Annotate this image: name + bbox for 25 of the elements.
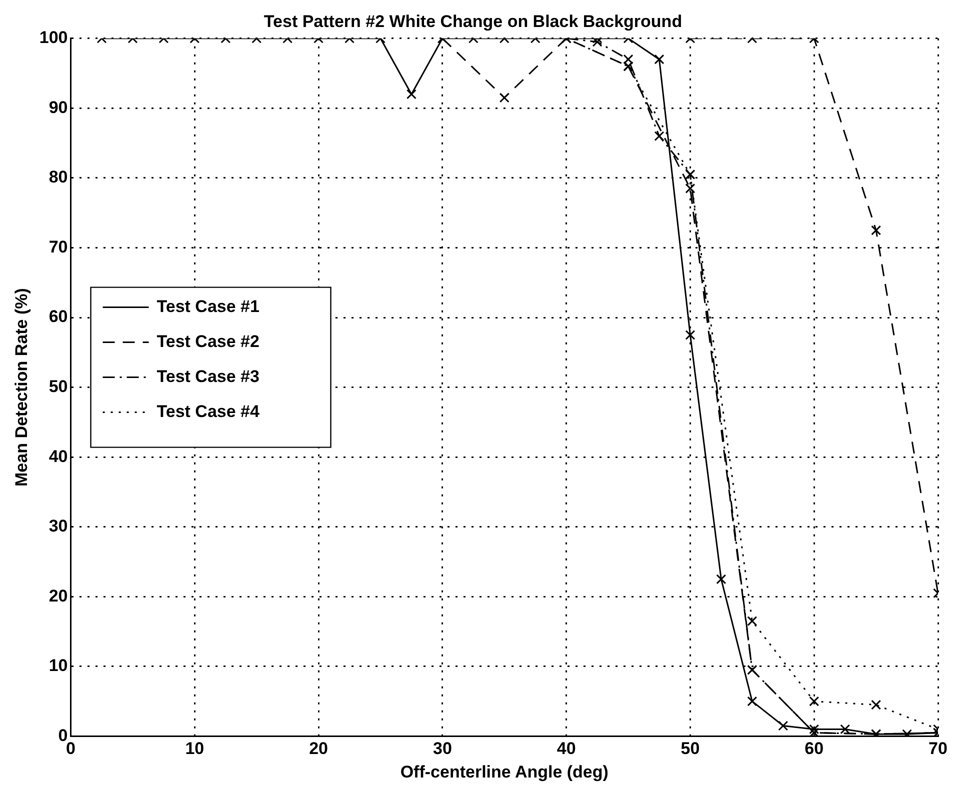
y-tick-label: 50 [48, 376, 68, 396]
y-tick-label: 90 [48, 98, 68, 117]
y-tick-label: 80 [48, 168, 68, 187]
x-tick-label: 60 [804, 739, 824, 758]
legend-label: Test Case #3 [156, 366, 260, 386]
y-tick-label: 10 [48, 656, 68, 676]
y-tick-label: 100 [39, 28, 68, 48]
x-axis-title: Off-centerline Angle (deg) [400, 762, 608, 782]
x-tick-label: 70 [928, 739, 948, 758]
x-tick-label: 20 [309, 739, 328, 758]
y-tick-label: 30 [48, 516, 68, 536]
x-tick-label: 40 [556, 739, 576, 758]
legend-label: Test Case #4 [156, 402, 260, 421]
y-axis-title: Mean Detection Rate (%) [12, 288, 31, 486]
y-tick-label: 0 [58, 726, 68, 745]
y-tick-label: 60 [48, 307, 68, 326]
y-tick-label: 70 [48, 237, 68, 256]
chart-title: Test Pattern #2 White Change on Black Background [264, 12, 682, 31]
y-tick-label: 40 [48, 446, 68, 466]
x-tick-label: 10 [185, 739, 204, 758]
x-tick-label: 50 [680, 739, 700, 758]
y-tick-label: 20 [48, 586, 68, 606]
x-tick-label: 30 [432, 739, 452, 758]
legend-label: Test Case #1 [156, 296, 260, 316]
legend-label: Test Case #2 [156, 332, 260, 351]
